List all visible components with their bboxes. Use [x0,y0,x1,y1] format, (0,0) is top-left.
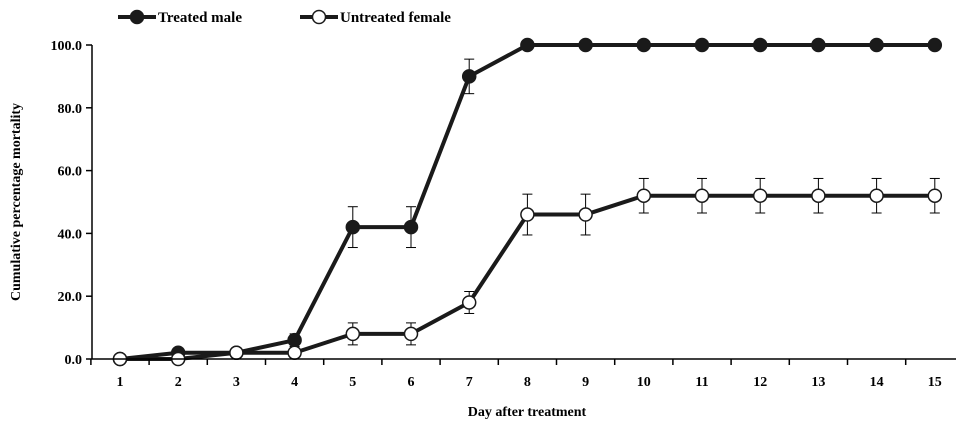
x-tick-label: 15 [928,375,942,390]
x-tick-label: 5 [349,375,356,390]
data-point-untreated-female [869,188,884,203]
x-tick-label: 9 [582,375,589,390]
legend-marker [129,9,145,25]
data-point-untreated-female [694,188,710,203]
legend-item-treated-male: Treated male [118,9,242,26]
x-tick-label: 10 [637,375,651,390]
data-point-treated-male [461,69,477,84]
y-tick-label: 40.0 [58,227,83,242]
data-point-untreated-female [461,295,477,310]
data-point-treated-male [403,219,419,235]
legend-label: Untreated female [340,10,451,26]
x-tick-label: 7 [466,375,473,390]
x-tick-label: 13 [811,375,825,390]
x-axis-label: Day after treatment [468,405,587,420]
y-tick-label: 80.0 [58,102,83,117]
data-point-treated-male [694,37,710,53]
y-tick-label: 100.0 [51,39,83,54]
x-tick-label: 8 [524,375,531,390]
data-point-untreated-female [520,207,535,222]
legend-item-untreated-female: Untreated female [300,9,451,26]
data-point-untreated-female [752,188,768,203]
x-tick-label: 11 [695,375,708,390]
y-tick-label: 60.0 [58,165,83,180]
data-point-untreated-female [578,207,593,222]
y-ticks: 0.0 20.0 40.0 60.0 80.0 100.0 [51,39,92,368]
data-point-untreated-female [403,326,419,342]
x-tick-label: 4 [291,375,298,390]
data-point-untreated-female [927,188,943,203]
y-tick-label: 0.0 [65,353,83,368]
legend-label: Treated male [158,10,242,26]
y-axis-label: Cumulative percentage mortality [9,103,24,301]
data-point-treated-male [520,37,535,53]
data-point-treated-male [287,332,302,348]
legend: Treated male Untreated female [118,9,451,26]
data-point-untreated-female [636,188,652,203]
axes [91,45,956,360]
data-point-treated-male [927,37,943,53]
data-point-untreated-female [229,345,244,360]
data-point-treated-male [578,37,593,53]
data-point-untreated-female [811,188,826,203]
data-point-treated-male [811,37,826,53]
x-tick-label: 3 [233,375,240,390]
x-tick-label: 12 [753,375,767,390]
data-point-treated-male [869,37,884,53]
legend-marker [311,9,327,25]
series-markers [112,37,943,367]
data-point-treated-male [636,37,652,53]
data-point-treated-male [345,219,361,235]
x-tick-label: 14 [870,375,884,390]
x-tick-label: 6 [408,375,415,390]
x-tick-label: 1 [117,375,124,390]
x-tick-label: 2 [175,375,182,390]
y-tick-label: 20.0 [58,290,83,305]
data-point-treated-male [752,37,768,53]
x-ticks: 1 2 3 4 5 6 7 8 9 10 11 12 13 14 15 [90,359,942,390]
data-point-untreated-female [345,326,361,342]
error-bars [289,58,940,347]
data-point-untreated-female [287,345,302,360]
